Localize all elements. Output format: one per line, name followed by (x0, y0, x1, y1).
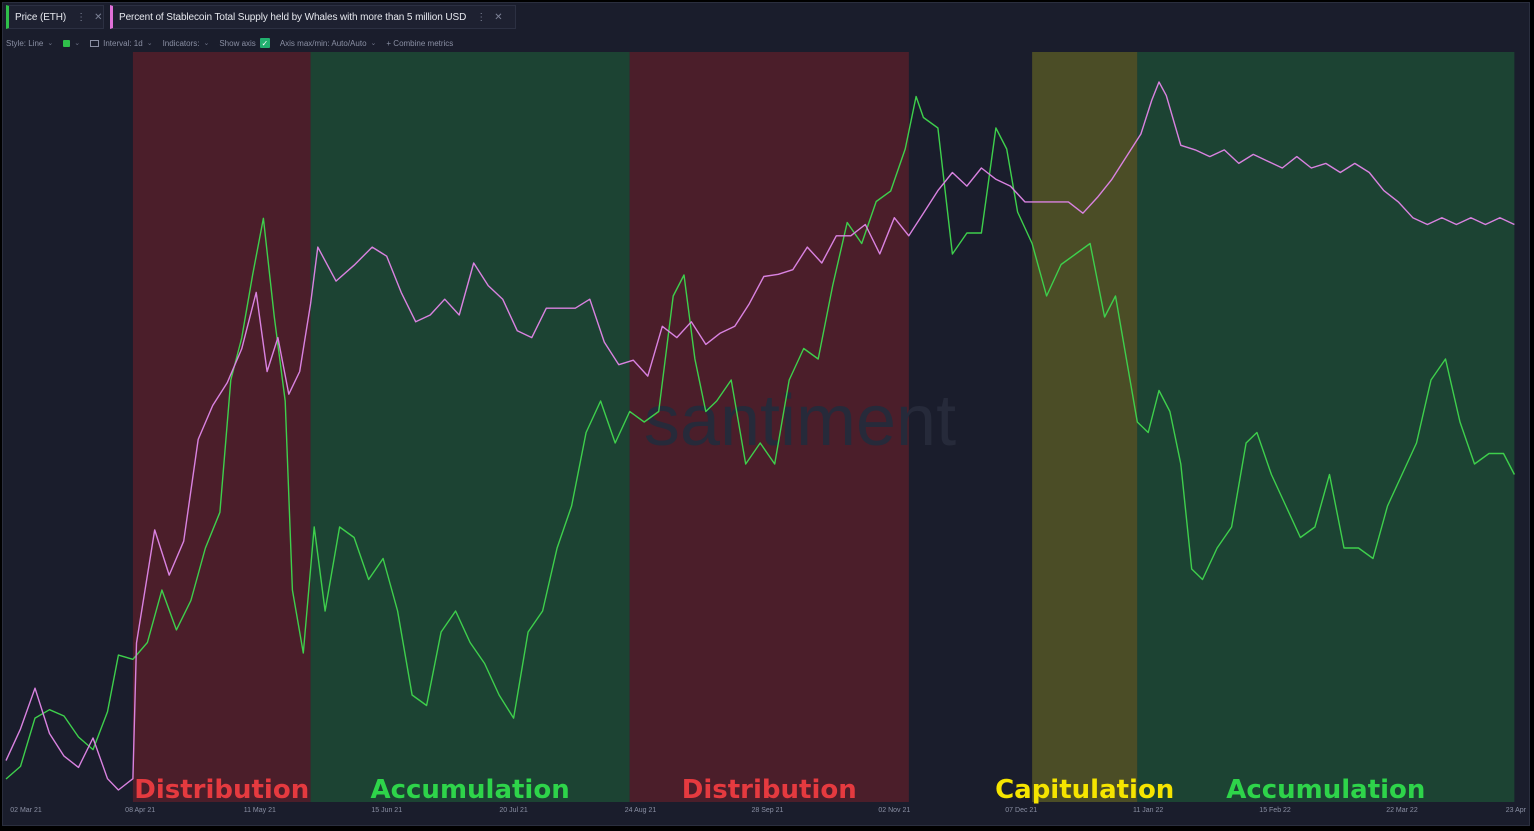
watermark: santiment (644, 381, 956, 461)
more-icon[interactable]: ⋮ (476, 11, 487, 23)
tab-whale-stablecoin-label: Percent of Stablecoin Total Supply held … (119, 11, 467, 23)
region-accumulation-4 (1137, 52, 1515, 802)
x-axis: 02 Mar 21 08 Apr 21 11 May 21 15 Jun 21 20 J… (10, 807, 1526, 814)
x-tick-label: 23 Apr (1506, 807, 1527, 814)
indicators-select[interactable]: Indicators: ⌄ (163, 39, 210, 48)
region-distribution-0 (132, 52, 311, 802)
highlight-regions (132, 52, 1515, 802)
chevron-down-icon: ⌄ (74, 40, 81, 47)
style-label: Style: Line (6, 38, 44, 48)
chevron-down-icon: ⌄ (203, 40, 210, 47)
show-axis-toggle[interactable]: Show axis ✓ (219, 38, 270, 48)
close-icon[interactable]: ✕ (94, 11, 103, 23)
style-select[interactable]: Style: Line ⌄ (6, 39, 53, 48)
calendar-icon (90, 39, 100, 47)
x-tick-label: 28 Sep 21 (751, 807, 783, 814)
more-icon[interactable]: ⋮ (76, 11, 87, 23)
x-tick-label: 02 Mar 21 (10, 807, 42, 814)
region-label-distribution: Distribution (682, 775, 857, 805)
x-tick-label: 22 Mar 22 (1386, 807, 1418, 814)
series-lines (5, 81, 1516, 791)
tab-whale-stablecoin[interactable]: Percent of Stablecoin Total Supply held … (110, 5, 516, 29)
close-icon[interactable]: ✕ (494, 11, 503, 23)
chevron-down-icon: ⌄ (47, 40, 54, 47)
chevron-down-icon: ⌄ (146, 40, 153, 47)
indicators-label: Indicators: (162, 38, 200, 48)
color-select[interactable]: ⌄ (63, 39, 80, 47)
region-accumulation-1 (310, 52, 630, 802)
x-tick-label: 08 Apr 21 (125, 807, 155, 814)
x-tick-label: 24 Aug 21 (625, 807, 657, 814)
show-axis-label: Show axis (219, 38, 256, 48)
x-tick-label: 20 Jul 21 (499, 807, 528, 814)
x-tick-label: 15 Jun 21 (371, 807, 402, 814)
region-label-accumulation: Accumulation (1226, 775, 1425, 805)
region-label-distribution: Distribution (134, 775, 309, 805)
x-tick-label: 15 Feb 22 (1259, 807, 1291, 814)
combine-metrics-button[interactable]: + Combine metrics (386, 39, 453, 48)
tab-price-eth-label: Price (ETH) (15, 11, 67, 23)
region-label-accumulation: Accumulation (370, 775, 569, 805)
region-distribution-2 (629, 52, 909, 802)
x-tick-label: 11 Jan 22 (1133, 807, 1163, 814)
chevron-down-icon: ⌄ (370, 40, 377, 47)
axis-maxmin-label: Axis max/min: Auto/Auto (279, 38, 367, 48)
x-tick-label: 02 Nov 21 (878, 807, 910, 814)
x-tick-label: 11 May 21 (244, 807, 276, 814)
chart-toolbar: Style: Line ⌄ ⌄ Interval: 1d ⌄ Indicators:… (6, 36, 463, 50)
region-labels: Distribution Accumulation Distribution Capi… (134, 775, 1425, 805)
series-line-price-eth (5, 95, 1516, 780)
region-label-capitulation: Capitulation (995, 775, 1174, 805)
region-capitulation-3 (1032, 52, 1138, 802)
tab-price-eth[interactable]: Price (ETH) ⋮ ✕ (6, 5, 104, 29)
series-line-whale-stablecoin-share (5, 81, 1515, 791)
color-swatch (63, 39, 71, 47)
interval-select[interactable]: Interval: 1d ⌄ (90, 38, 153, 48)
interval-label: Interval: 1d (103, 38, 143, 48)
x-tick-label: 07 Dec 21 (1005, 807, 1037, 814)
axis-maxmin-select[interactable]: Axis max/min: Auto/Auto ⌄ (280, 39, 377, 48)
combine-metrics-label: + Combine metrics (386, 38, 454, 48)
checkbox-checked-icon[interactable]: ✓ (259, 38, 270, 48)
